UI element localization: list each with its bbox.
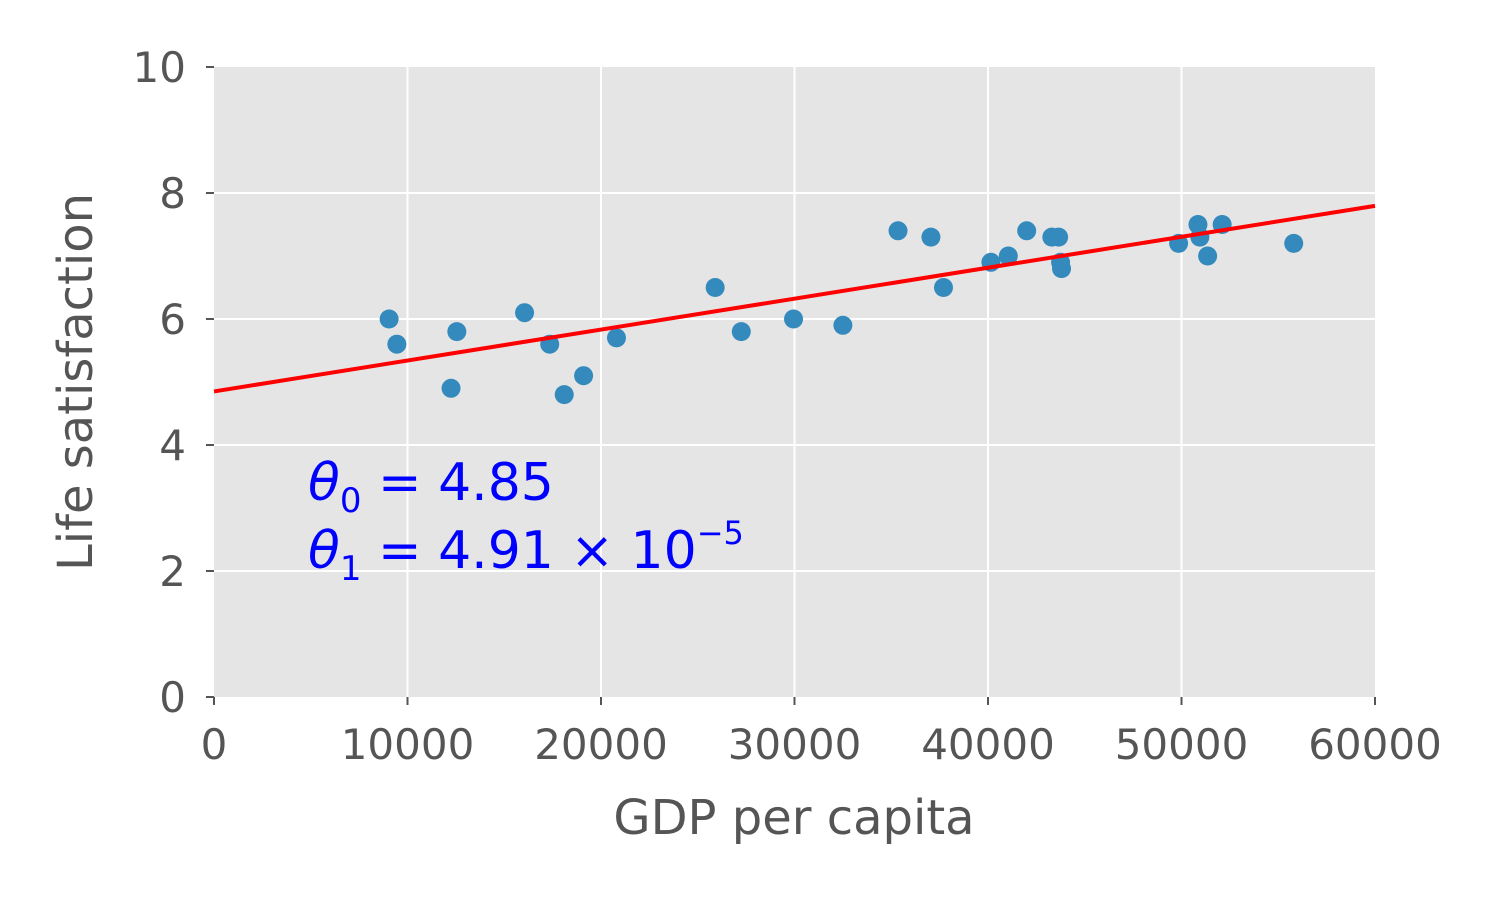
y-tick-label: 2 [159,547,186,596]
theta0-value: = 4.85 [361,453,553,513]
x-tick-label: 10000 [341,720,475,769]
data-point [515,303,535,323]
theta0-symbol: θ [308,453,340,513]
data-point [606,328,626,348]
theta1-value: = 4.91 × 10 [361,521,696,581]
data-points [379,215,1304,405]
x-tick-label: 20000 [534,720,668,769]
theta0-annotation: θ0 = 4.85 [308,453,554,521]
y-axis-label: Life satisfaction [48,193,104,571]
data-point [574,366,594,386]
y-tick-label: 0 [159,673,186,722]
theta0-subscript: 0 [340,481,362,521]
x-tick-label: 50000 [1115,720,1249,769]
x-tick-label: 60000 [1308,720,1442,769]
data-point [731,322,751,342]
data-point [387,334,407,354]
data-point [833,315,853,335]
theta1-annotation: θ1 = 4.91 × 10−5 [308,514,744,589]
data-point [379,309,399,329]
x-tick-label: 40000 [921,720,1055,769]
data-point [441,378,461,398]
data-point [933,278,953,297]
data-point [784,309,804,329]
y-tick-label: 6 [159,295,186,344]
y-tick-label: 4 [159,421,186,470]
data-point [1284,233,1304,253]
theta1-symbol: θ [308,521,340,581]
data-point [705,278,725,297]
theta1-exponent: −5 [697,514,744,552]
grid-lines [214,67,1375,697]
data-point [447,322,467,342]
regression-line [213,203,1376,394]
data-point [998,246,1018,266]
data-point [1190,227,1210,247]
x-axis-label: GDP per capita [613,790,974,846]
data-point [1049,227,1069,247]
x-tick-label: 0 [201,720,228,769]
data-point [1017,221,1037,241]
data-point [921,227,941,247]
y-tick-label: 8 [159,169,186,218]
data-point [1198,246,1218,266]
y-tick-label: 10 [133,43,186,92]
data-point [554,385,574,405]
x-tick-label: 30000 [728,720,862,769]
theta1-subscript: 1 [340,549,362,589]
data-point [1052,259,1072,279]
data-point [888,221,908,241]
